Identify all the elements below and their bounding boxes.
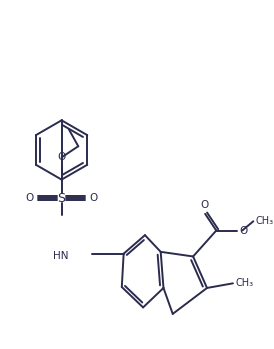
- Text: CH₃: CH₃: [236, 279, 254, 288]
- Text: CH₃: CH₃: [255, 216, 273, 226]
- Text: O: O: [239, 225, 248, 236]
- Text: O: O: [200, 200, 208, 210]
- Text: O: O: [25, 193, 34, 203]
- Text: O: O: [58, 152, 66, 162]
- Text: O: O: [89, 193, 98, 203]
- Text: S: S: [58, 192, 65, 205]
- Text: HN: HN: [53, 251, 68, 261]
